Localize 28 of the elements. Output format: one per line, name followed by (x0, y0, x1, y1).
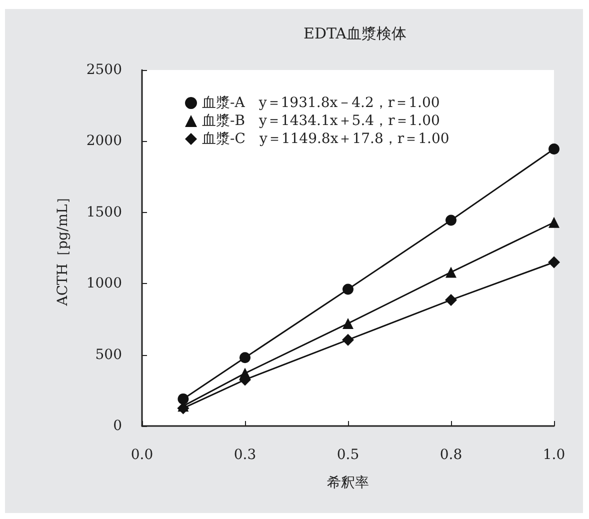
y-tick-label: 2500 (86, 62, 122, 78)
point (342, 334, 354, 346)
point (446, 266, 456, 278)
x-tick-label: 0.8 (440, 447, 462, 463)
point (342, 318, 354, 329)
legend-label: 血漿-A y＝1931.8x－4.2，r＝1.00 (202, 95, 440, 111)
x-tick-label: 0.0 (130, 447, 154, 463)
point (446, 214, 456, 226)
x-tick-label: 1.0 (542, 447, 566, 463)
y-tick-label: 1500 (86, 204, 122, 220)
chart-title: EDTA血漿検体 (304, 24, 406, 42)
y-axis-title: ACTH［pg/mL］ (55, 190, 71, 307)
y-tick-label: 500 (95, 346, 122, 363)
point (548, 256, 560, 268)
x-tick-label: 0.5 (336, 447, 360, 463)
point (240, 352, 250, 364)
x-axis-title: 希釈率 (327, 475, 369, 491)
point (548, 216, 560, 228)
point (178, 393, 189, 404)
y-tick-label: 0 (113, 418, 122, 434)
y-tick-label: 1000 (86, 276, 122, 292)
point (342, 284, 354, 295)
legend-label: 血漿-C y＝1149.8x＋17.8，r＝1.00 (202, 131, 450, 147)
y-tick-label: 2000 (86, 133, 122, 150)
legend-label: 血漿-B y＝1434.1x＋5.4，r＝1.00 (202, 113, 440, 129)
point (445, 294, 457, 306)
point (548, 144, 560, 155)
x-tick-label: 0.3 (234, 447, 256, 463)
